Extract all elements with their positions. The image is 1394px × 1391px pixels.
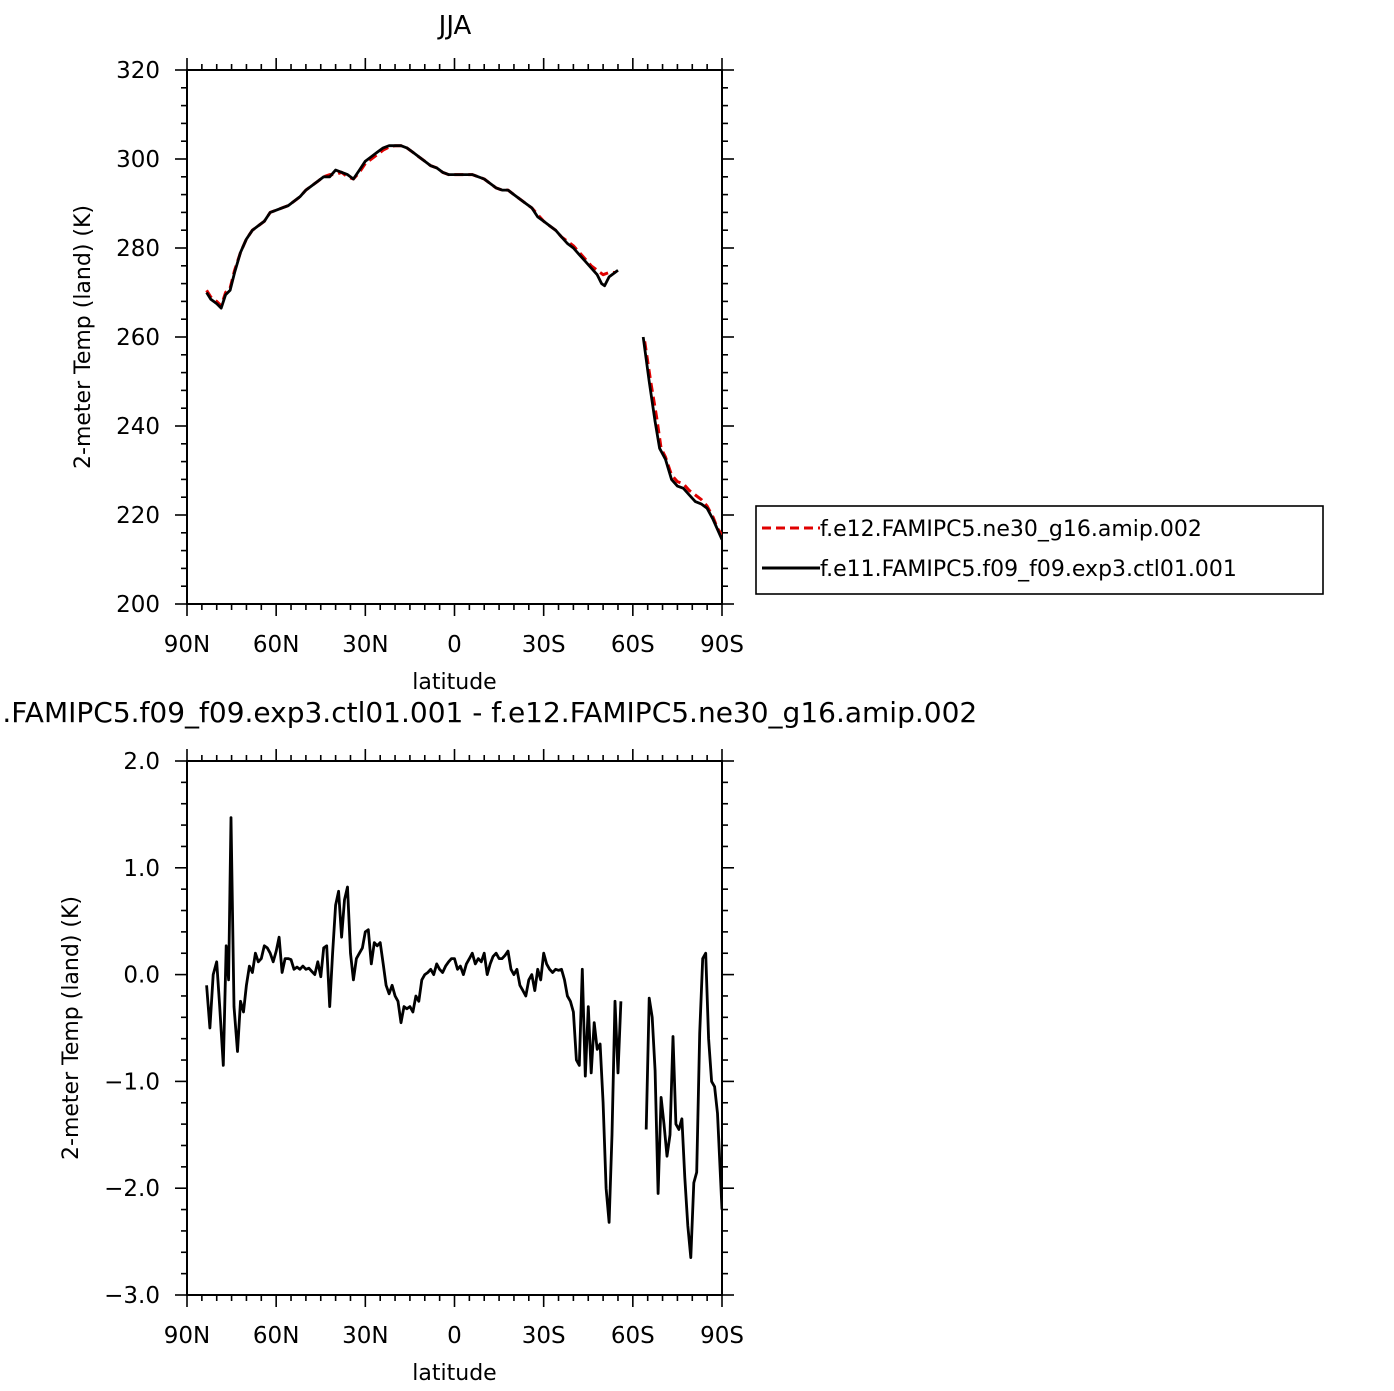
plot-frame — [186, 69, 723, 605]
chart-panel-2: f.e11.FAMIPC5.f09_f09.exp3.ctl01.001 - f… — [0, 696, 977, 1386]
x-tick-label: 30N — [342, 1323, 388, 1349]
y-tick-label: 240 — [116, 414, 160, 440]
x-tick-label: 60N — [253, 1323, 299, 1349]
y-tick-label: 260 — [116, 325, 160, 351]
series-segment — [643, 341, 722, 536]
y-tick-label: 280 — [116, 236, 160, 262]
y-tick-label: −1.0 — [104, 1069, 160, 1095]
y-tick-label: 320 — [116, 58, 160, 84]
legend-entry: f.e11.FAMIPC5.f09_f09.exp3.ctl01.001 — [820, 557, 1237, 582]
x-tick-label: 90N — [164, 632, 210, 658]
x-axis-label: latitude — [412, 1361, 496, 1386]
chart-panel-1: JJA 90N 60N 30N 0 30S 60S 90S 200 220 240 260 280 300… — [71, 11, 744, 695]
y-axis-label: 2-meter Temp (land) (K) — [59, 896, 84, 1160]
legend-box — [755, 505, 1324, 595]
x-tick-label: 30S — [522, 632, 566, 658]
y-tick-label: 200 — [116, 592, 160, 618]
chart-title: f.e11.FAMIPC5.f09_f09.exp3.ctl01.001 - f… — [0, 696, 977, 729]
legend: f.e12.FAMIPC5.ne30_g16.amip.002 f.e11.FAM… — [755, 505, 1324, 595]
legend-entry: f.e12.FAMIPC5.ne30_g16.amip.002 — [820, 517, 1202, 542]
plot-frame — [186, 760, 723, 1296]
x-tick-label: 0 — [447, 1323, 462, 1349]
y-axis-label: 2-meter Temp (land) (K) — [71, 205, 96, 469]
x-tick-label: 90N — [164, 1323, 210, 1349]
x-tick-label: 60S — [611, 1323, 655, 1349]
y-tick-label: −3.0 — [104, 1283, 160, 1309]
y-tick-label: 0.0 — [123, 963, 160, 989]
y-tick-label: −2.0 — [104, 1176, 160, 1202]
x-tick-label: 90S — [700, 632, 744, 658]
x-tick-label: 60S — [611, 632, 655, 658]
y-ticks: 200 220 240 260 280 300 320 — [116, 58, 734, 618]
series-segment — [205, 816, 623, 1224]
x-tick-label: 30N — [342, 632, 388, 658]
series-line-2 — [205, 144, 722, 541]
y-ticks: 2.0 1.0 0.0 −1.0 −2.0 −3.0 — [104, 749, 734, 1309]
y-tick-label: 300 — [116, 147, 160, 173]
series-segment — [205, 144, 615, 308]
y-tick-label: 2.0 — [123, 749, 160, 775]
x-ticks: 90N 60N 30N 0 30S 60S 90S — [164, 749, 744, 1349]
x-tick-label: 90S — [700, 1323, 744, 1349]
series-segment — [644, 951, 722, 1259]
series-segment — [641, 336, 722, 541]
series-segment — [205, 144, 619, 310]
chart-title: JJA — [437, 11, 472, 41]
y-tick-label: 1.0 — [123, 856, 160, 882]
x-ticks: 90N 60N 30N 0 30S 60S 90S — [164, 58, 744, 658]
x-tick-label: 0 — [447, 632, 462, 658]
x-tick-label: 60N — [253, 632, 299, 658]
x-axis-label: latitude — [412, 670, 496, 695]
x-tick-label: 30S — [522, 1323, 566, 1349]
series-line-1 — [205, 816, 722, 1259]
y-tick-label: 220 — [116, 503, 160, 529]
